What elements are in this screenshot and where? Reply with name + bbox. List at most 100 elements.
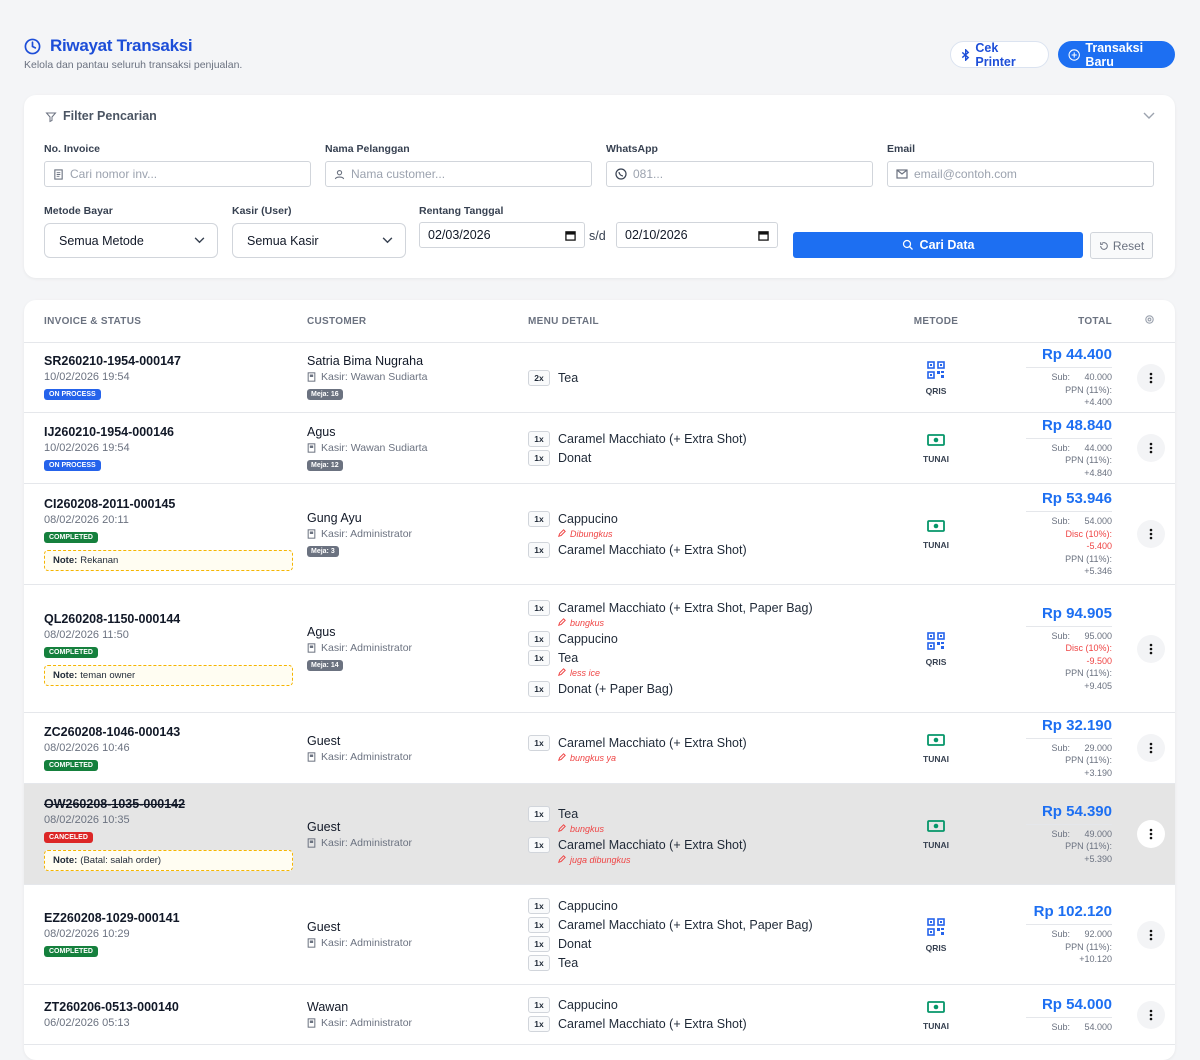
select-value: Semua Metode	[59, 233, 144, 248]
text-input[interactable]: Nama customer...	[325, 161, 592, 187]
total-amount: Rp 54.390	[1041, 802, 1112, 820]
menu-item: 1x Cappucino	[528, 898, 886, 914]
invoice-number[interactable]: EZ260208-1029-000141	[44, 911, 180, 925]
icon	[307, 837, 316, 848]
cashier-info: Kasir: Wawan Sudiarta	[307, 442, 528, 454]
cashier-info: Kasir: Administrator	[307, 837, 528, 849]
breakdown-value: 44.000	[1084, 442, 1112, 453]
breakdown-label: Sub:	[1051, 516, 1070, 527]
invoice-number[interactable]: ZC260208-1046-000143	[44, 724, 181, 739]
text-input[interactable]: 081...	[606, 161, 873, 187]
note-text: (Batal: salah order)	[80, 855, 162, 866]
cashier-info: Kasir: Wawan Sudiarta	[307, 371, 528, 383]
item-name: Tea	[558, 806, 579, 821]
new-transaction-button[interactable]: Transaksi Baru	[1058, 40, 1175, 69]
cashier-name: Kasir: Administrator	[321, 937, 413, 949]
row-menu-button[interactable]	[1137, 734, 1165, 762]
button-label: Transaksi Baru	[1085, 40, 1144, 69]
status-badge: ON PROCESS	[44, 389, 101, 400]
note-text: teman owner	[80, 669, 136, 681]
column-header: METODE	[913, 315, 959, 327]
breakdown-line: PPN (11%):+9.405	[1026, 667, 1112, 692]
icon	[558, 618, 570, 626]
total-cell: Rp 102.120 Sub: 92.000 PPN (11%): +10.120	[986, 903, 1120, 966]
total-breakdown: Sub: 44.000 PPN (11%):+4.840	[1026, 437, 1112, 480]
page-subtitle: Kelola dan pantau seluruh transaksi penj…	[24, 59, 243, 71]
invoice-number[interactable]: CI260208-2011-000145	[44, 497, 176, 511]
item-name: Cappucino	[558, 899, 618, 913]
payment-method-select[interactable]: Semua Metode	[44, 223, 218, 258]
breakdown-value: +10.120	[1079, 954, 1112, 965]
item-name: Cappucino	[558, 632, 618, 646]
table-row: ZC260208-1046-000143 08/02/2026 10:46 COMP…	[24, 713, 1175, 784]
cashier-select[interactable]: Semua Kasir	[232, 223, 406, 258]
table-wrap: Meja: 3	[307, 540, 528, 558]
item-qty: 1x	[528, 955, 550, 971]
date-to-input[interactable]: 02/10/2026	[616, 222, 778, 248]
customer-name: Agus	[307, 625, 336, 639]
row-menu-button[interactable]	[1137, 1000, 1165, 1029]
field-label: Kasir (User)	[232, 205, 292, 217]
total-breakdown: Sub: 95.000 Disc (10%):-9.500 PPN (11%):+9.…	[1026, 625, 1112, 693]
invoice-number[interactable]: SR260210-1954-000147	[44, 354, 181, 368]
method-icon	[886, 518, 986, 536]
cashier-info: Kasir: Administrator	[307, 528, 528, 540]
invoice-number[interactable]: QL260208-1150-000144	[44, 611, 181, 626]
method-cell: TUNAI	[886, 999, 986, 1031]
row-menu-button[interactable]	[1137, 634, 1165, 663]
breakdown-value: +5.346	[1084, 566, 1112, 577]
item-qty: 1x	[528, 936, 550, 952]
item-note-text: Dibungkus	[570, 528, 613, 539]
menu-item: 1x Caramel Macchiato (+ Extra Shot)	[528, 541, 886, 558]
row-menu-button[interactable]	[1137, 363, 1165, 392]
item-name: Caramel Macchiato (+ Extra Shot, Paper B…	[558, 601, 813, 615]
row-menu-button[interactable]	[1137, 520, 1165, 548]
total-amount: Rp 102.120	[1033, 903, 1112, 921]
text-input[interactable]: Cari nomor inv...	[44, 161, 311, 187]
row-menu-button[interactable]	[1137, 920, 1165, 949]
menu-item: 1x Cappucino	[528, 997, 886, 1013]
reset-button[interactable]: Reset	[1090, 232, 1153, 259]
text-input[interactable]: email@contoh.com	[887, 161, 1154, 187]
filter-card: Filter Pencarian No. Invoice Cari nomor i…	[24, 95, 1175, 278]
method-cell: TUNAI	[886, 432, 986, 464]
total-amount: Rp 53.946	[1041, 490, 1112, 508]
breakdown-line: Disc (10%):-9.500	[1026, 642, 1112, 667]
item-note-text: bungkus	[570, 618, 605, 628]
search-button[interactable]: Cari Data	[793, 232, 1083, 258]
breakdown-line: PPN (11%):+5.390	[1026, 840, 1112, 865]
table-header: INVOICE & STATUS CUSTOMER MENU DETAIL METOD…	[24, 300, 1175, 343]
breakdown-value: +4.840	[1084, 467, 1112, 478]
menu-item: 1x Donat (+ Paper Bag)	[528, 681, 886, 697]
status-badge: COMPLETED	[44, 759, 98, 771]
item-name: Tea	[558, 370, 579, 385]
method-icon	[886, 917, 986, 939]
icon	[896, 169, 908, 179]
field-label: Rentang Tanggal	[419, 205, 504, 217]
item-note-text: bungkus	[570, 823, 605, 834]
customer-name: Satria Bima Nugraha	[307, 354, 424, 368]
customer-name: Gung Ayu	[307, 510, 362, 525]
action-cell	[1120, 634, 1175, 663]
collapse-toggle[interactable]	[1143, 111, 1155, 121]
invoice-number[interactable]: ZT260206-0513-000140	[44, 1000, 179, 1014]
invoice-number[interactable]: OW260208-1035-000142	[44, 797, 186, 811]
item-note: bungkus	[558, 618, 886, 628]
item-note-text: less ice	[570, 668, 601, 678]
customer-cell: Wawan Kasir: Administrator	[307, 1000, 528, 1029]
breakdown-line: Disc (10%): -5.400	[1026, 528, 1112, 553]
breakdown-label: PPN (11%):	[1065, 755, 1112, 766]
item-qty: 1x	[528, 805, 550, 822]
method-cell: QRIS	[886, 360, 986, 396]
invoice-number[interactable]: IJ260210-1954-000146	[44, 424, 174, 439]
customer-cell: Agus Kasir: Wawan Sudiarta Meja: 12	[307, 425, 528, 472]
date-from-input[interactable]: 02/03/2026	[419, 222, 585, 248]
check-printer-button[interactable]: Cek Printer	[950, 41, 1049, 69]
row-menu-button[interactable]	[1137, 434, 1165, 462]
menu-cell: 1x Cappucino 1x Caramel Macchiato (+ Extra …	[528, 994, 886, 1035]
column-settings[interactable]	[1120, 314, 1175, 328]
row-menu-button[interactable]	[1137, 820, 1165, 848]
icon	[334, 169, 345, 180]
transaction-date: 08/02/2026 10:29	[44, 928, 130, 940]
transaction-date: 06/02/2026 05:13	[44, 1017, 130, 1029]
